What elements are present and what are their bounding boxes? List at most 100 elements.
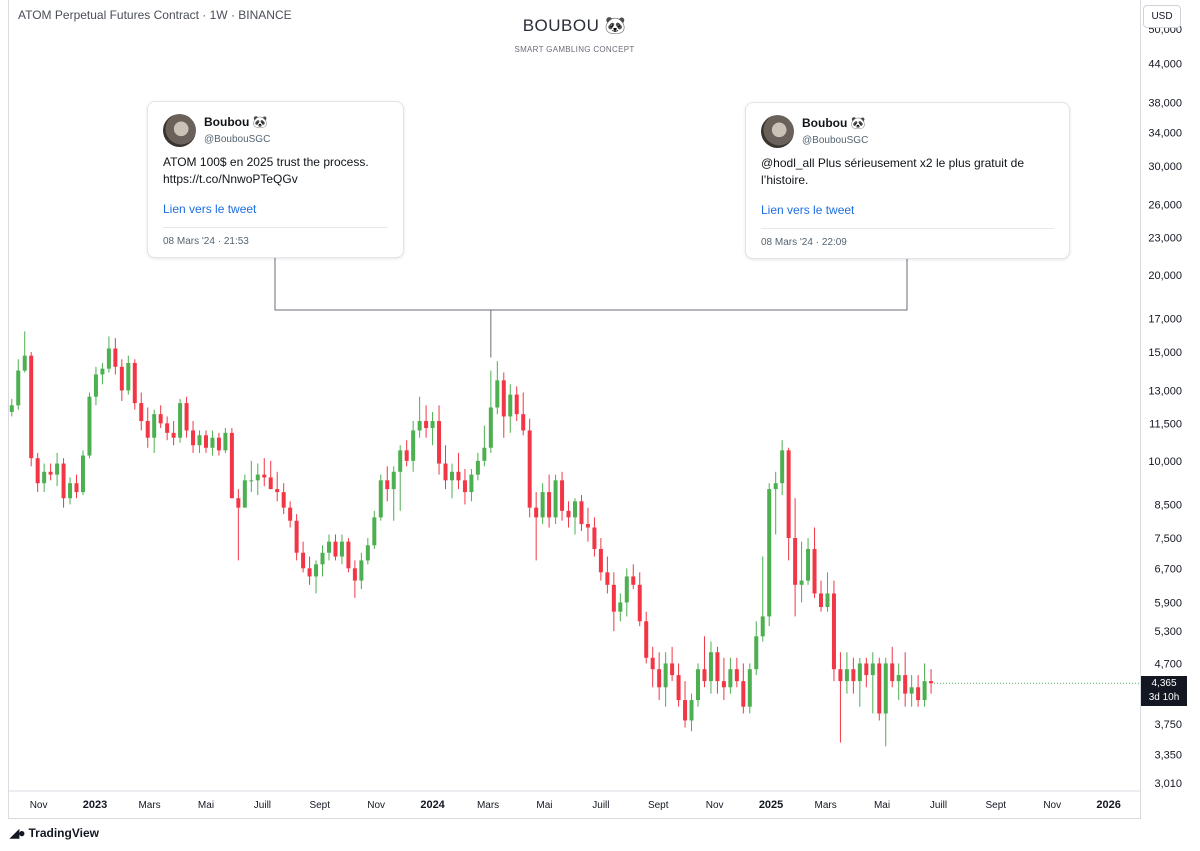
candle xyxy=(838,652,843,743)
candle xyxy=(197,430,202,453)
candle-body xyxy=(35,458,40,484)
time-axis: Nov 2023 Mars Mai Juill Sept Nov 2024 Mars Mai Jui… xyxy=(30,799,1121,811)
candle xyxy=(132,359,137,410)
time-axis-label: Nov xyxy=(30,800,48,811)
candle xyxy=(411,421,416,472)
candle xyxy=(216,432,221,456)
candle-body xyxy=(708,652,713,682)
tweet-link[interactable]: Lien vers le tweet xyxy=(761,203,855,217)
candle xyxy=(333,534,338,561)
candle xyxy=(294,514,299,561)
candle xyxy=(780,440,785,496)
candle-body xyxy=(61,463,66,499)
time-axis-label: Sept xyxy=(648,800,669,811)
candle xyxy=(482,425,487,467)
candle-body xyxy=(916,687,921,701)
candle xyxy=(909,675,914,707)
time-axis-label: Nov xyxy=(1043,800,1061,811)
time-axis-label: 2026 xyxy=(1096,799,1120,811)
time-axis-label: Juill xyxy=(254,800,271,811)
candle xyxy=(378,474,383,521)
tradingview-logo-text: TradingView xyxy=(28,826,99,840)
candle-body xyxy=(281,492,286,508)
candle-body xyxy=(42,471,47,484)
candle-body xyxy=(786,450,791,539)
candle-body xyxy=(585,524,590,528)
candle xyxy=(165,416,170,441)
candle-body xyxy=(806,548,811,581)
candle xyxy=(553,474,558,525)
candle-body xyxy=(754,636,759,670)
tweet-date: 08 Mars '24 · 21:53 xyxy=(163,236,249,247)
price-axis-label: 8,500 xyxy=(1154,499,1182,511)
tweet-text: @hodl_all Plus sérieusement x2 le plus g… xyxy=(761,156,1024,187)
candle-body xyxy=(689,700,694,721)
candle xyxy=(728,657,733,694)
candle xyxy=(877,657,882,721)
tweet-author-name: Boubou 🐼 xyxy=(802,116,866,130)
candle xyxy=(521,392,526,436)
candle xyxy=(301,541,306,573)
tweet-card-1: Boubou 🐼 @BoubouSGC ATOM 100$ en 2025 tr… xyxy=(147,101,404,258)
candle xyxy=(819,580,824,612)
candle-body xyxy=(469,474,474,493)
candle-body xyxy=(611,584,616,612)
currency-button[interactable]: USD xyxy=(1143,5,1181,28)
tweet-link[interactable]: Lien vers le tweet xyxy=(163,202,257,216)
candle-body xyxy=(475,460,480,475)
candle xyxy=(68,477,73,505)
candle-body xyxy=(301,552,306,569)
candle-body xyxy=(443,463,448,481)
candle-body xyxy=(437,421,442,464)
candle-body xyxy=(365,545,370,561)
candle-body xyxy=(890,663,895,682)
candle-body xyxy=(106,348,111,369)
candle-body xyxy=(22,355,27,371)
candle-body xyxy=(696,669,701,701)
candle xyxy=(799,541,804,603)
candle xyxy=(106,336,111,373)
candle xyxy=(404,440,409,467)
time-axis-label: Juill xyxy=(930,800,947,811)
candle-body xyxy=(29,355,34,459)
candle xyxy=(449,463,454,499)
candle xyxy=(585,507,590,542)
candle-body xyxy=(883,663,888,714)
candle xyxy=(624,568,629,617)
candle xyxy=(611,572,616,632)
candle xyxy=(508,384,513,433)
candle xyxy=(242,474,247,508)
candle-body xyxy=(352,568,357,581)
candle-body xyxy=(223,432,228,451)
candle-body xyxy=(359,560,364,581)
candle xyxy=(314,560,319,594)
candle-body xyxy=(430,421,435,429)
candle-body xyxy=(579,501,584,525)
candle xyxy=(469,469,474,502)
candle xyxy=(741,663,746,714)
candle xyxy=(365,538,370,565)
candle-body xyxy=(145,421,150,438)
candle-body xyxy=(294,520,299,553)
candle xyxy=(417,396,422,438)
candle-body xyxy=(255,474,260,481)
price-axis-label: 34,000 xyxy=(1148,127,1182,139)
candle xyxy=(268,460,273,490)
candle-body xyxy=(197,435,202,446)
candle xyxy=(916,675,921,707)
candle xyxy=(721,657,726,701)
candle-body xyxy=(449,471,454,481)
candle-body xyxy=(793,538,798,585)
price-axis-label: 26,000 xyxy=(1148,199,1182,211)
price-axis-label: 23,000 xyxy=(1148,232,1182,244)
candle xyxy=(825,572,830,612)
candle xyxy=(139,392,144,431)
candle-body xyxy=(501,380,506,417)
tradingview-logo[interactable]: ◢● TradingView xyxy=(10,826,99,840)
candle-body xyxy=(55,463,60,475)
candle-body xyxy=(799,580,804,585)
candle xyxy=(864,657,869,688)
candle xyxy=(346,538,351,573)
candle xyxy=(534,492,539,561)
